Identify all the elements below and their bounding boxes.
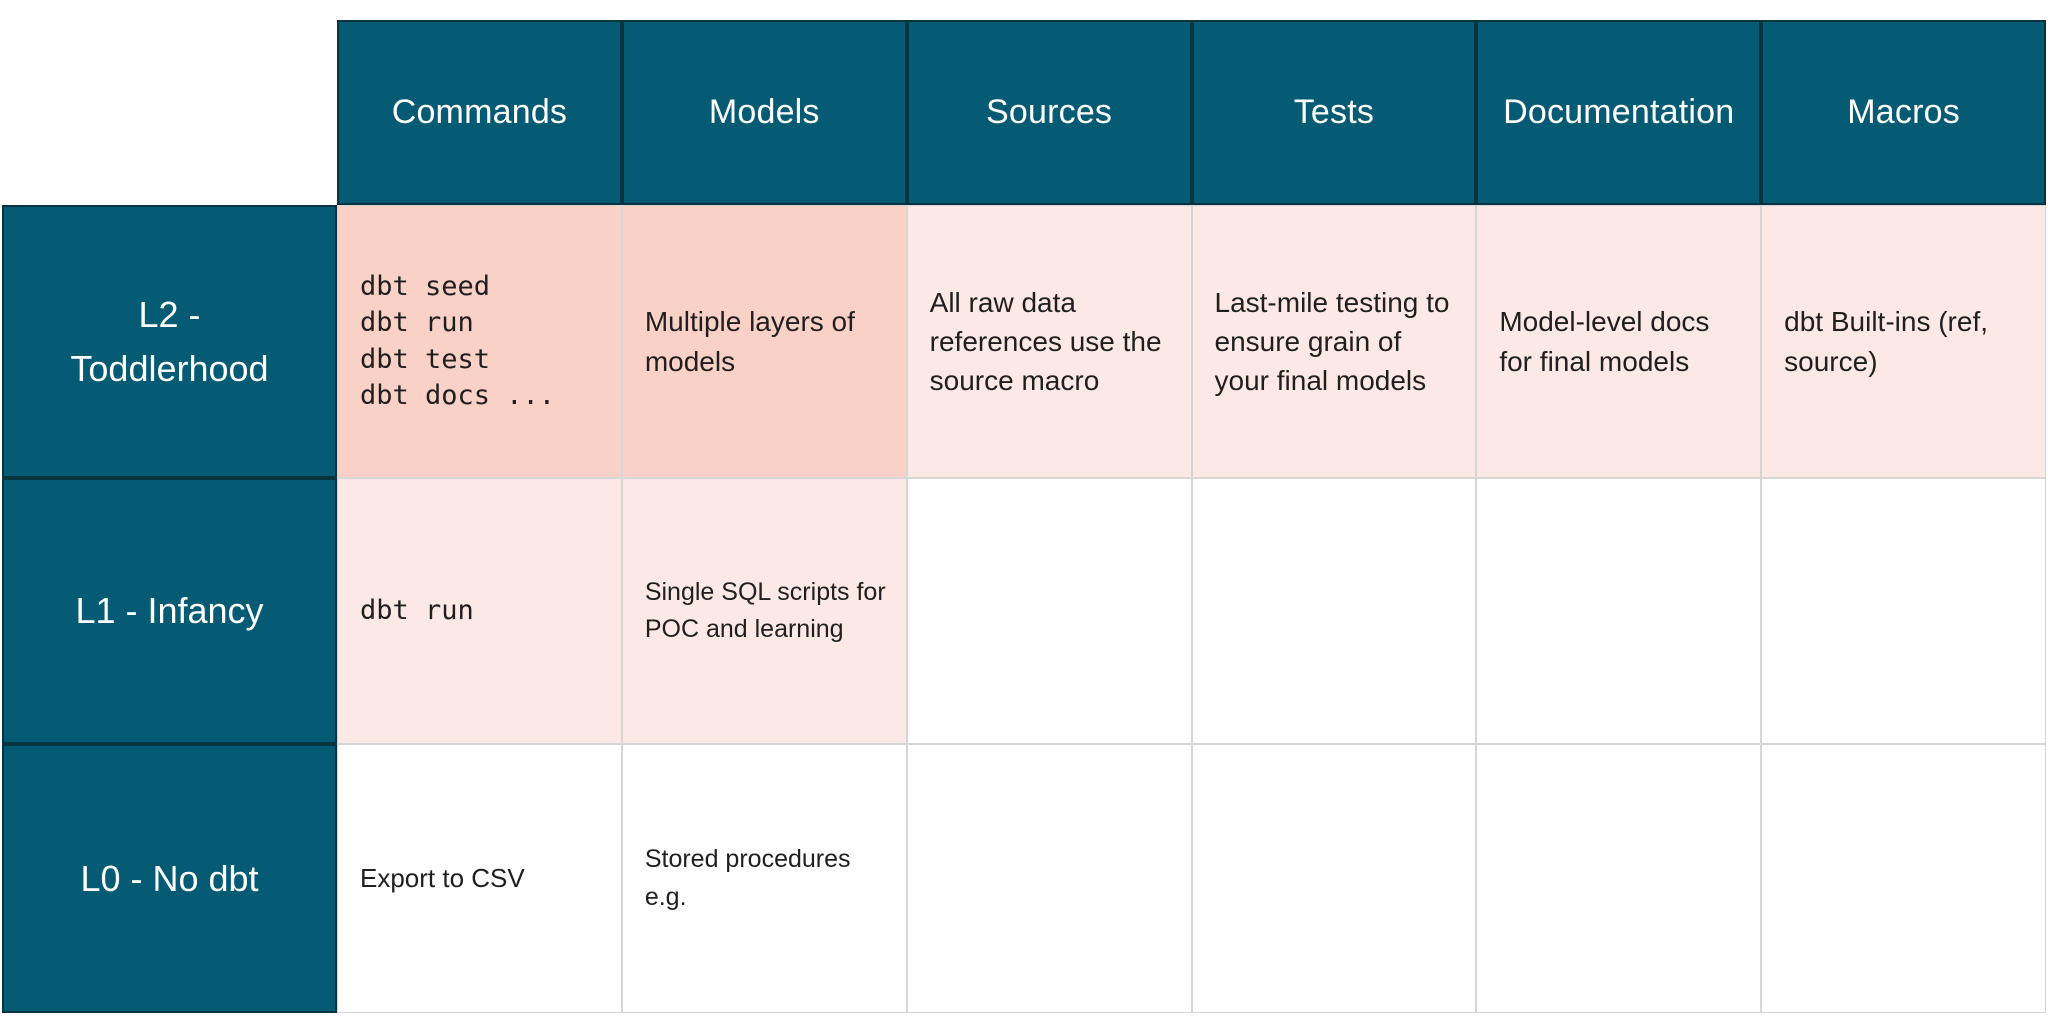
cell-l0-commands: Export to CSV <box>337 744 622 1013</box>
col-header-commands: Commands <box>337 20 622 205</box>
cell-l0-tests <box>1191 744 1477 1013</box>
cell-l1-sources <box>906 478 1192 744</box>
maturity-table: Commands Models Sources Tests Documentat… <box>2 20 2046 1013</box>
corner-cell <box>2 20 337 205</box>
row-header-l1-infancy: L1 - Infancy <box>2 478 337 744</box>
col-header-macros: Macros <box>1761 20 2046 205</box>
row-header-l0-no-dbt: L0 - No dbt <box>2 744 337 1013</box>
cell-l2-commands: dbt seed dbt run dbt test dbt docs ... <box>337 205 622 478</box>
cell-l2-documentation: Model-level docs for final models <box>1476 205 1762 478</box>
col-header-tests: Tests <box>1191 20 1477 205</box>
col-header-documentation: Documentation <box>1476 20 1762 205</box>
cell-l2-sources: All raw data references use the source m… <box>906 205 1192 478</box>
row-header-l2-toddlerhood: L2 - Toddlerhood <box>2 205 337 478</box>
cell-l0-documentation <box>1476 744 1762 1013</box>
cell-l2-macros: dbt Built-ins (ref, source) <box>1761 205 2046 478</box>
col-header-models: Models <box>621 20 907 205</box>
cell-l2-models: Multiple layers of models <box>621 205 907 478</box>
cell-l0-macros <box>1761 744 2046 1013</box>
cell-l0-models: Stored procedures e.g. <box>621 744 907 1013</box>
cell-l1-documentation <box>1476 478 1762 744</box>
cell-l1-macros <box>1761 478 2046 744</box>
cell-l1-tests <box>1191 478 1477 744</box>
cell-l1-models: Single SQL scripts for POC and learning <box>621 478 907 744</box>
cell-l2-tests: Last-mile testing to ensure grain of you… <box>1191 205 1477 478</box>
col-header-sources: Sources <box>906 20 1192 205</box>
cell-l0-sources <box>906 744 1192 1013</box>
cell-l1-commands: dbt run <box>337 478 622 744</box>
